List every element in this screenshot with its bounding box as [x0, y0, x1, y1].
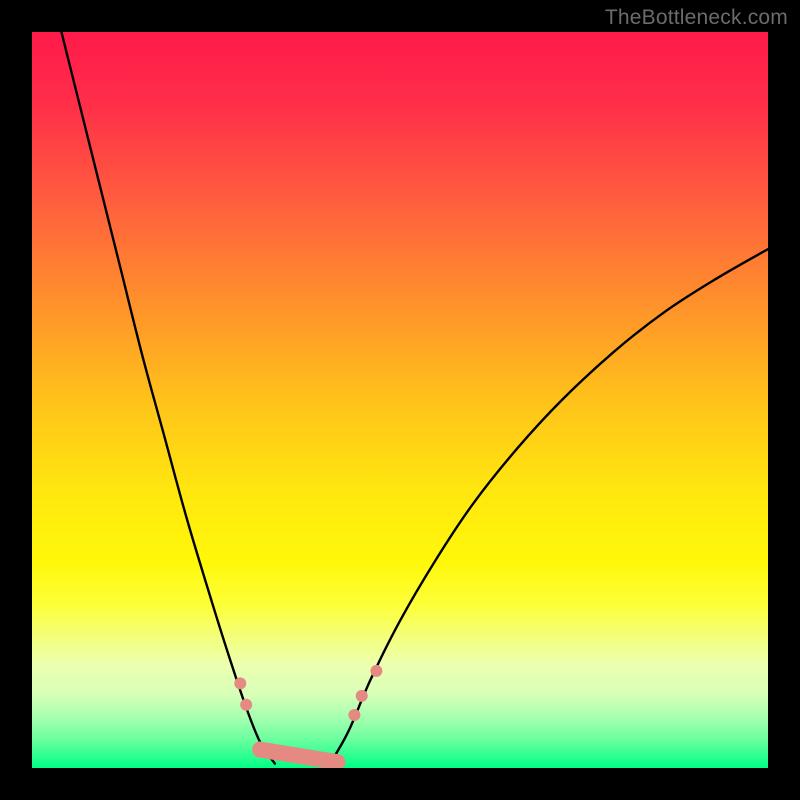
data-point	[234, 677, 246, 689]
chart-background	[32, 32, 768, 768]
data-point	[348, 709, 360, 721]
watermark-text: TheBottleneck.com	[605, 6, 788, 30]
data-point	[240, 699, 252, 711]
data-point	[356, 690, 368, 702]
bottleneck-chart-svg	[32, 32, 768, 768]
data-point	[370, 665, 382, 677]
chart-area	[32, 32, 768, 768]
bar-cap	[252, 742, 268, 758]
